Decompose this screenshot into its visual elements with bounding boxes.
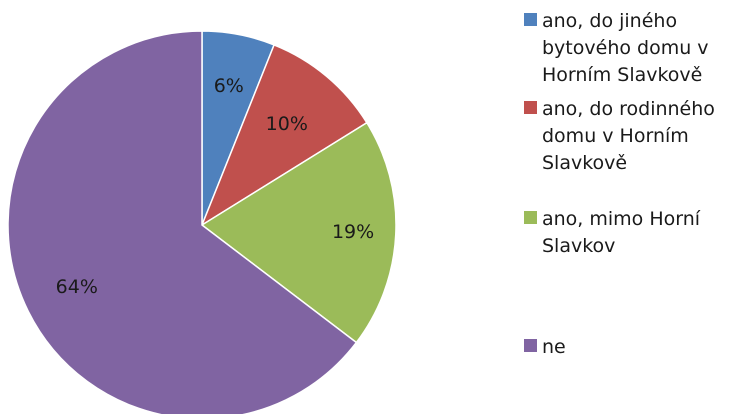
- legend-label-line: ano, do jiného: [542, 10, 678, 32]
- legend-label-line: ano, mimo Horní: [542, 208, 701, 230]
- pie-data-labels: 6% 10% 19% 64%: [56, 75, 375, 298]
- pie-slices: [7, 30, 397, 414]
- legend-swatch: [524, 13, 537, 26]
- legend-label-line: Slavkov: [542, 235, 616, 257]
- pie-data-label: 6%: [214, 75, 244, 97]
- pie-slice: [200, 121, 397, 344]
- legend-item: ano, do jiného bytového domu v Horním Slav…: [524, 8, 746, 89]
- pie-data-label: 64%: [56, 276, 98, 298]
- legend-label-line: Slavkově: [542, 152, 628, 174]
- legend-swatch: [524, 339, 537, 352]
- legend-label-line: bytového domu v: [542, 37, 709, 59]
- legend-item: ne: [524, 334, 746, 361]
- legend-label-line: ano, do rodinného: [542, 98, 715, 120]
- legend-swatch: [524, 211, 537, 224]
- legend-swatch: [524, 101, 537, 114]
- legend-label: ano, do jiného bytového domu v Horním Slav…: [542, 8, 746, 89]
- legend-label-line: Horním Slavkově: [542, 64, 703, 86]
- pie-data-label: 10%: [266, 113, 308, 135]
- legend-label: ne: [542, 334, 746, 361]
- legend-item: ano, do rodinného domu v Horním Slavkově: [524, 96, 746, 177]
- pie-data-label: 19%: [332, 221, 374, 243]
- legend-label: ano, do rodinného domu v Horním Slavkově: [542, 96, 746, 177]
- legend-label-line: domu v Horním: [542, 125, 689, 147]
- pie-slice: [7, 30, 358, 414]
- legend-label: ano, mimo Horní Slavkov: [542, 206, 746, 260]
- legend-label-line: ne: [542, 336, 566, 358]
- legend-item: ano, mimo Horní Slavkov: [524, 206, 746, 260]
- pie-slice: [200, 43, 368, 227]
